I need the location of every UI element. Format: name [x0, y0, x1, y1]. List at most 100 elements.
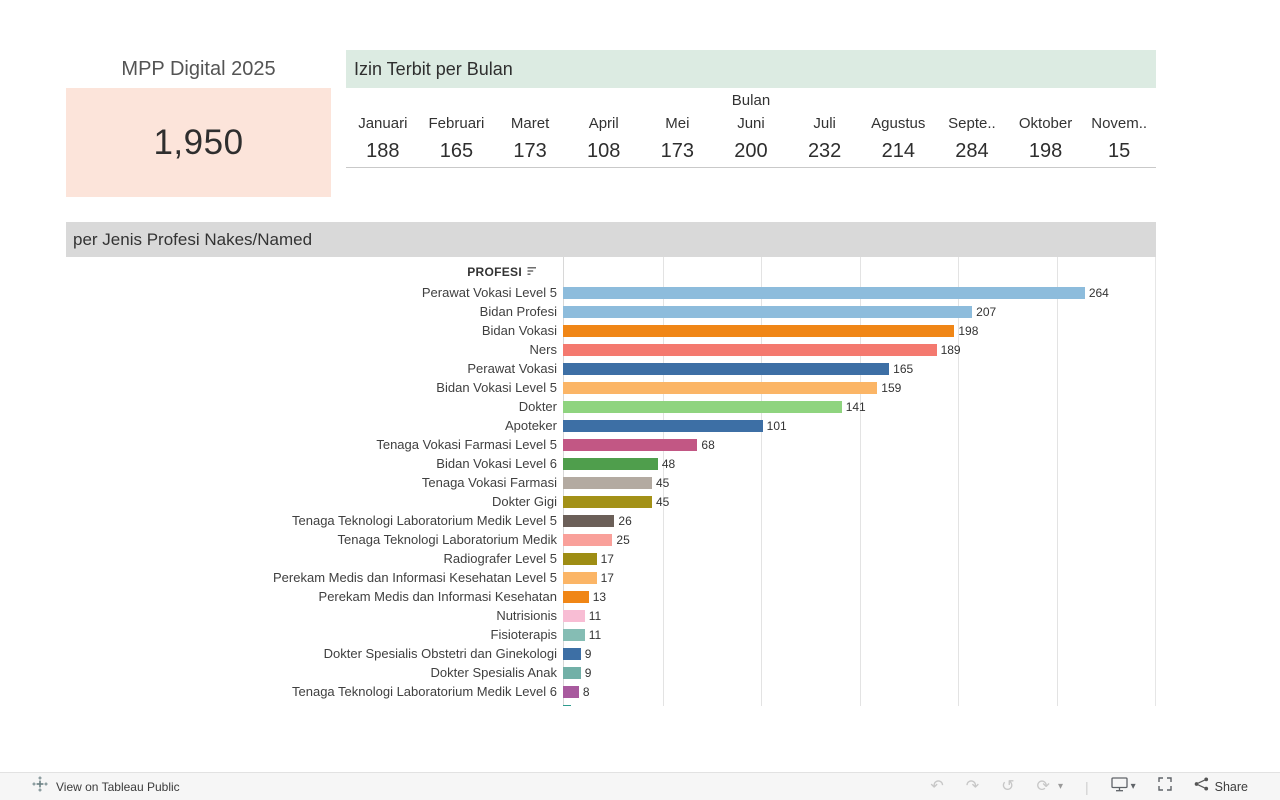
chart-row: Tenaga Teknologi Laboratorium Medik 25 [66, 530, 1156, 549]
fullscreen-icon[interactable] [1157, 777, 1172, 796]
kpi-box: 1,950 [66, 88, 331, 197]
chart-row: Dokter 141 [66, 397, 1156, 416]
bar-value-label: 17 [600, 551, 614, 566]
chart-row: Dokter Gigi 45 [66, 492, 1156, 511]
chart-row: Dokter Spesialis Obstetri dan Ginekologi… [66, 644, 1156, 663]
chart-row: Bidan Profesi 207 [66, 302, 1156, 321]
kpi-value: 1,950 [153, 122, 244, 162]
bar[interactable] [563, 381, 878, 394]
bar-label: Bidan Vokasi [481, 323, 557, 338]
bar-area: 25 [563, 530, 1156, 549]
tableau-logo-icon [32, 776, 48, 797]
bar[interactable] [563, 647, 581, 660]
bar[interactable] [563, 400, 842, 413]
replay-icon[interactable]: ↺ [1001, 777, 1015, 795]
bar-label: Fisioterapis [490, 627, 557, 642]
bar-value-label: 189 [940, 342, 961, 357]
month-label: Juni [737, 115, 765, 132]
profesi-panel: per Jenis Profesi Nakes/Named PROFESI Pe… [66, 222, 1156, 706]
month-value[interactable]: 165 [439, 139, 474, 162]
bar[interactable] [563, 286, 1085, 299]
bar[interactable] [563, 685, 579, 698]
bar[interactable] [563, 419, 763, 432]
bar-label: Dokter Gigi [491, 494, 557, 509]
bar-value-label: 11 [588, 608, 602, 623]
month-value[interactable]: 198 [1028, 139, 1063, 162]
bar-label: Radiografer Level 5 [443, 551, 557, 566]
bar[interactable] [563, 609, 585, 622]
bar[interactable] [563, 457, 658, 470]
bar-area: 17 [563, 568, 1156, 587]
bottom-toolbar: View on Tableau Public ↶ ↷ ↺ ⟳ ▾ | ▾ [0, 772, 1280, 800]
bar[interactable] [563, 514, 615, 527]
toolbar-separator: | [1084, 778, 1089, 795]
bar-area: 207 [563, 302, 1156, 321]
caret-down-icon[interactable]: ▾ [1057, 781, 1063, 792]
refresh-icon[interactable]: ⟳ [1036, 777, 1050, 795]
redo-icon[interactable]: ↷ [965, 777, 980, 795]
profesi-column-header[interactable]: PROFESI [66, 261, 563, 283]
month-value[interactable]: 108 [587, 139, 621, 162]
month-value[interactable]: 200 [734, 139, 768, 162]
bar-area: 11 [563, 625, 1156, 644]
kpi-card: MPP Digital 2025 1,950 [66, 50, 331, 197]
bar[interactable] [563, 704, 571, 706]
month-value[interactable]: 214 [881, 139, 915, 162]
chart-row: Bidan Vokasi 198 [66, 321, 1156, 340]
month-label: Mei [665, 115, 690, 132]
bar-area [563, 701, 1156, 706]
chart-row: Bidan Vokasi Level 5 159 [66, 378, 1156, 397]
bar-label: Apoteker [504, 418, 557, 433]
chart-row: Bidan Vokasi Level 6 48 [66, 454, 1156, 473]
bar[interactable] [563, 362, 890, 375]
monthly-panel-title: Izin Terbit per Bulan [346, 50, 1156, 88]
bar-area: 17 [563, 549, 1156, 568]
chart-row: Perawat Vokasi Level 5 264 [66, 283, 1156, 302]
view-on-tableau-public-link[interactable]: View on Tableau Public [56, 779, 180, 794]
bar-label: Dokter Spesialis Anak [430, 665, 557, 680]
bar-label: Tenaga Teknologi Laboratorium Medik [337, 532, 557, 547]
month-value[interactable]: 284 [955, 139, 989, 162]
bar-area: 13 [563, 587, 1156, 606]
bar-area: 189 [563, 340, 1156, 359]
chart-row [66, 701, 1156, 706]
bar[interactable] [563, 666, 581, 679]
month-value[interactable]: 173 [660, 139, 695, 162]
bar-label: Tenaga Vokasi Farmasi Level 5 [376, 437, 557, 452]
month-value[interactable]: 188 [366, 139, 400, 162]
bar-value-label: 48 [661, 456, 676, 471]
bar[interactable] [563, 343, 937, 356]
sort-icon[interactable] [527, 265, 537, 279]
chart-row: Nutrisionis 11 [66, 606, 1156, 625]
undo-icon[interactable]: ↶ [930, 777, 944, 795]
profesi-panel-title: per Jenis Profesi Nakes/Named [66, 222, 1156, 257]
share-icon [1194, 777, 1209, 796]
kpi-title: MPP Digital 2025 [121, 58, 276, 80]
bar[interactable] [563, 476, 652, 489]
profesi-bar-chart: PROFESI Perawat Vokasi Level 5 264 Bidan P… [66, 257, 1156, 706]
bar[interactable] [563, 571, 597, 584]
month-label: Agustus [871, 115, 926, 132]
month-value[interactable]: 173 [513, 139, 547, 162]
bar[interactable] [563, 305, 973, 318]
bar[interactable] [563, 438, 698, 451]
bar-area: 45 [563, 473, 1156, 492]
bar-area: 9 [563, 663, 1156, 682]
month-value[interactable]: 15 [1108, 139, 1131, 162]
share-button[interactable]: Share [1194, 777, 1248, 796]
bar[interactable] [563, 495, 652, 508]
bar[interactable] [563, 324, 955, 337]
bar-area: 68 [563, 435, 1156, 454]
bar[interactable] [563, 590, 589, 603]
display-caret-icon: ▾ [1130, 781, 1136, 792]
bar-area: 48 [563, 454, 1156, 473]
month-value[interactable]: 232 [807, 139, 842, 162]
month-label: Februari [428, 115, 485, 132]
bar[interactable] [563, 552, 597, 565]
bar[interactable] [563, 533, 613, 546]
bar-area: 165 [563, 359, 1156, 378]
display-options-button[interactable]: ▾ [1110, 776, 1136, 797]
tableau-attribution[interactable]: View on Tableau Public [32, 776, 180, 797]
bar-value-label: 11 [588, 627, 602, 642]
bar[interactable] [563, 628, 585, 641]
